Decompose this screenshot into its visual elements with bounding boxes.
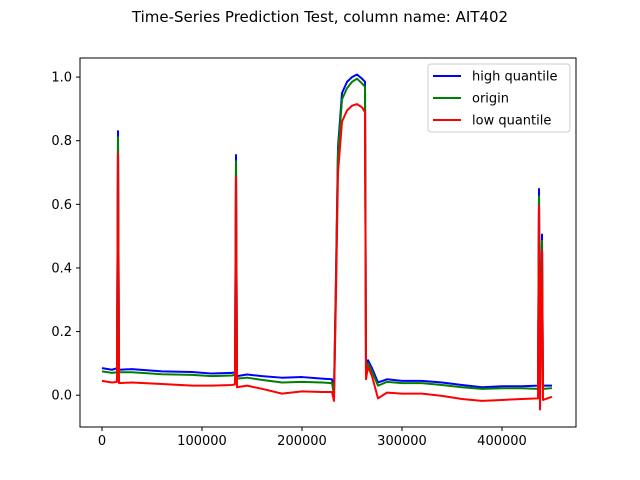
x-tick-label: 200000 (277, 434, 327, 449)
y-tick-label: 0.4 (51, 261, 72, 276)
axes-frame (79, 57, 577, 428)
series-line-high-quantile (101, 73, 552, 394)
x-axis: 0 100000 200000 300000 400000 (98, 427, 527, 449)
legend-label: low quantile (472, 114, 551, 129)
y-tick-label: 0.8 (51, 134, 72, 149)
series-lines (101, 73, 553, 411)
legend-label: origin (472, 92, 509, 107)
x-tick-label: 100000 (177, 434, 227, 449)
y-tick-label: 0.6 (51, 198, 72, 213)
chart-title: Time-Series Prediction Test, column name… (131, 8, 508, 26)
y-tick-label: 0.0 (51, 389, 72, 404)
x-tick-label: 400000 (477, 434, 527, 449)
legend-box (427, 63, 571, 133)
series-line-origin (101, 77, 553, 397)
plot-area-border (79, 57, 577, 428)
legend: high quantile origin low quantile (427, 63, 571, 133)
y-tick-label: 0.2 (51, 325, 72, 340)
y-tick-label: 1.0 (51, 71, 72, 86)
legend-label: high quantile (472, 70, 558, 85)
y-axis: 0.0 0.2 0.4 0.6 0.8 1.0 (51, 71, 80, 404)
x-tick-label: 300000 (377, 434, 427, 449)
x-tick-label: 0 (98, 434, 106, 449)
series-line-low-quantile (101, 103, 553, 411)
